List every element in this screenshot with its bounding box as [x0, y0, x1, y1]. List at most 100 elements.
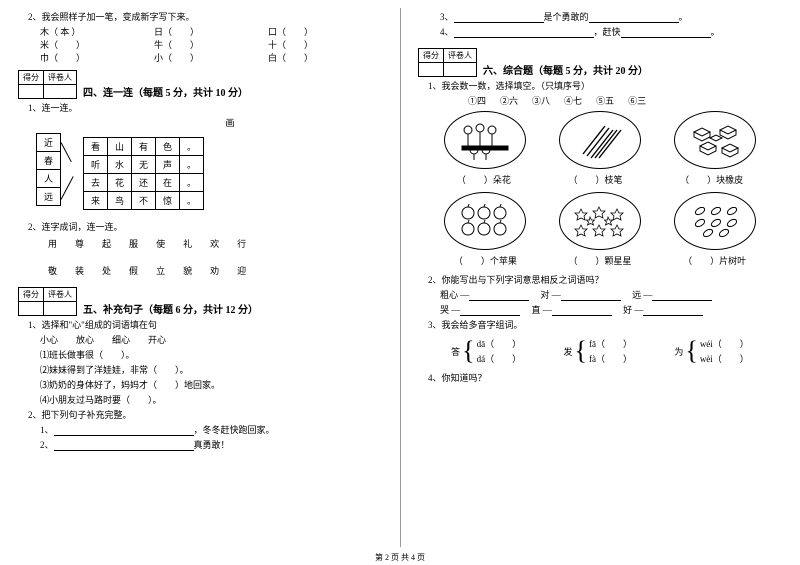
seq: ①四	[468, 94, 486, 107]
sec6-q1: 1、我会数一数，选择填空。（只填序号）	[428, 79, 782, 92]
sec4-q1: 1、连一连。	[28, 101, 382, 114]
blank	[589, 13, 679, 23]
char: 尊	[75, 237, 84, 250]
stroke-row-0: 木（ 本 ） 日（ ） 口（ ）	[40, 25, 382, 38]
char: 处	[102, 264, 111, 277]
sec5-item-1: ⑵妹妹得到了洋娃娃，非常（ ）。	[40, 363, 382, 376]
grid-cell: 看	[84, 138, 108, 156]
blank	[552, 306, 612, 316]
stroke-cell: 口（ ）	[268, 25, 382, 38]
oval-erasers	[674, 111, 756, 169]
score-label: 得分	[419, 49, 444, 63]
left-cell: 人	[37, 170, 61, 188]
match-grid-wrap: 近 春 人 远 看山有色。 听水无声。 去花还在。 来鸟不惊。	[36, 133, 382, 214]
char: 装	[75, 264, 84, 277]
char: 敬	[48, 264, 57, 277]
bot-chars: 敬装处假立貌劝迎	[48, 264, 382, 277]
row1-labels: （ ）朵花 （ ）枝笔 （ ）块橡皮	[428, 173, 772, 186]
label: （ ）颗星星	[568, 254, 631, 267]
char: 起	[102, 237, 111, 250]
label: （ ）枝笔	[568, 173, 622, 186]
page-footer: 第 2 页 共 4 页	[0, 552, 800, 563]
stroke-cell: 小（ ）	[154, 51, 268, 64]
section-5-title: 五、补充句子（每题 6 分，共计 12 分）	[83, 301, 258, 316]
sec5-q1: 1、选择和"心"组成的词语填在句	[28, 318, 382, 331]
label: （ ）个苹果	[454, 254, 517, 267]
seq: ⑤五	[596, 94, 614, 107]
sec5-item-0: ⑴班长做事很（ ）。	[40, 348, 382, 361]
oval-pencils	[559, 111, 641, 169]
braces-row: 答 { dā（ ）dá（ ） 发 { fā（ ）fà（ ） 为 { wéi（ ）…	[430, 337, 770, 365]
label: （ ）块橡皮	[680, 173, 743, 186]
blank	[454, 28, 594, 38]
sec5-item-3: ⑷小朋友过马路时要（ ）。	[40, 393, 382, 406]
grid-cell: 。	[180, 174, 204, 192]
text: 是个勇敢的	[544, 12, 589, 22]
left-cell: 远	[37, 188, 61, 206]
sec5-blank2: 2、真勇敢！	[40, 438, 382, 451]
grid-cell: 水	[108, 156, 132, 174]
brace-head: 答	[451, 345, 460, 358]
grader-label: 评卷人	[44, 71, 77, 85]
right-column: 3、是个勇敢的。 4、，赶快。 得分评卷人 六、综合题（每题 5 分，共计 20…	[400, 0, 800, 565]
brace-item: wéi（ ）	[700, 337, 749, 350]
ovals-row-1	[428, 111, 772, 169]
left-column: 2、我会照样子加一笔，变成新字写下来。 木（ 本 ） 日（ ） 口（ ） 米（ …	[0, 0, 400, 565]
blank	[54, 441, 194, 451]
brace-icon: {	[575, 338, 587, 364]
grader-blank	[444, 63, 477, 77]
grid-cell: 无	[132, 156, 156, 174]
grid-cell: 听	[84, 156, 108, 174]
stroke-cell: 牛（ ）	[154, 38, 268, 51]
pair: 对 —	[541, 290, 561, 300]
ovals-row-2	[428, 192, 772, 250]
sec6-q3: 3、我会给多音字组词。	[428, 318, 782, 331]
blank-suffix: 真勇敢！	[194, 440, 230, 450]
grid-cell: 鸟	[108, 192, 132, 210]
blank	[621, 28, 711, 38]
blank	[54, 426, 194, 436]
stroke-cell: 木（ 本 ）	[40, 25, 154, 38]
grid-cell: 有	[132, 138, 156, 156]
row2-labels: （ ）个苹果 （ ）颗星星 （ ）片树叶	[428, 254, 772, 267]
oval-stars	[559, 192, 641, 250]
char: 礼	[183, 237, 192, 250]
score-blank	[19, 302, 44, 316]
blank	[561, 291, 621, 301]
label: （ ）朵花	[457, 173, 511, 186]
grid-cell: 声	[156, 156, 180, 174]
brace-group-0: 答 { dā（ ）dá（ ）	[451, 337, 521, 365]
section-6-title: 六、综合题（每题 5 分，共计 20 分）	[483, 62, 648, 77]
pair: 远 —	[632, 290, 652, 300]
seq: ③八	[532, 94, 550, 107]
char: 用	[48, 237, 57, 250]
stroke-cell: 巾（ ）	[40, 51, 154, 64]
char: 使	[156, 237, 165, 250]
stroke-row-2: 巾（ ） 小（ ） 白（ ）	[40, 51, 382, 64]
left-grid: 近 春 人 远	[36, 133, 61, 206]
grid-cell: 。	[180, 138, 204, 156]
grid-cell: 。	[180, 192, 204, 210]
sec5-q2: 2、把下列句子补充完整。	[28, 408, 382, 421]
blank	[469, 291, 529, 301]
brace-head: 为	[674, 345, 683, 358]
brace-item: fà（ ）	[589, 352, 632, 365]
brace-icon: {	[462, 338, 474, 364]
brace-group-2: 为 { wéi（ ）wèi（ ）	[674, 337, 749, 365]
brace-item: fā（ ）	[589, 337, 632, 350]
stroke-row-1: 米（ ） 牛（ ） 十（ ）	[40, 38, 382, 51]
grid-cell: 去	[84, 174, 108, 192]
line3: 3、是个勇敢的。	[440, 10, 782, 23]
sec5-blank1: 1、，冬冬赶快跑回家。	[40, 423, 382, 436]
oval-leaves	[674, 192, 756, 250]
score-blank	[419, 63, 444, 77]
pair: 粗心 —	[440, 290, 469, 300]
blank-suffix: ，冬冬赶快跑回家。	[194, 425, 275, 435]
grid-cell: 不	[132, 192, 156, 210]
grid-cell: 。	[180, 156, 204, 174]
section-4-title: 四、连一连（每题 5 分，共计 10 分）	[83, 84, 248, 99]
sec4-q2: 2、连字成词，连一连。	[28, 220, 382, 233]
sec4-head: 画	[78, 116, 382, 129]
brace-item: dā（ ）	[477, 337, 522, 350]
left-cell: 春	[37, 152, 61, 170]
